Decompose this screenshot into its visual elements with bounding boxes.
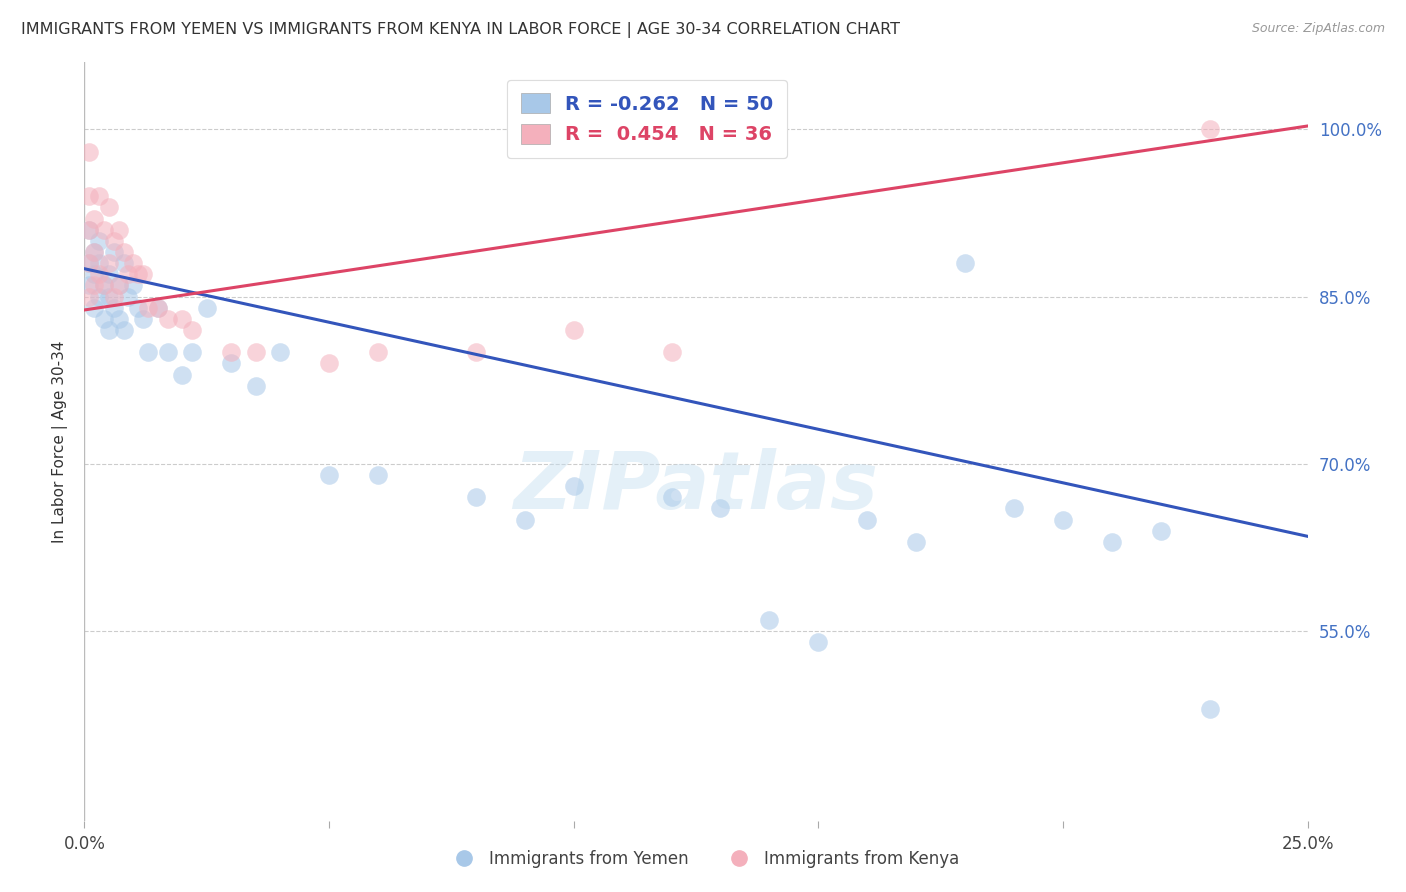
Legend: Immigrants from Yemen, Immigrants from Kenya: Immigrants from Yemen, Immigrants from K…	[440, 844, 966, 875]
Point	[97, 201, 120, 215]
Point	[1198, 122, 1220, 136]
Point	[87, 290, 110, 304]
Point	[219, 356, 242, 371]
Point	[87, 268, 110, 282]
Point	[77, 223, 100, 237]
Point	[1002, 501, 1025, 516]
Point	[1101, 535, 1123, 549]
Point	[856, 513, 879, 527]
Y-axis label: In Labor Force | Age 30-34: In Labor Force | Age 30-34	[52, 340, 69, 543]
Point	[318, 468, 340, 483]
Point	[83, 211, 105, 226]
Point	[905, 535, 928, 549]
Point	[97, 268, 120, 282]
Point	[136, 345, 159, 359]
Point	[107, 312, 129, 326]
Point	[367, 468, 389, 483]
Point	[93, 223, 115, 237]
Point	[269, 345, 291, 359]
Point	[562, 323, 585, 337]
Point	[132, 268, 155, 282]
Point	[83, 278, 105, 293]
Point	[97, 256, 120, 270]
Legend: R = -0.262   N = 50, R =  0.454   N = 36: R = -0.262 N = 50, R = 0.454 N = 36	[508, 79, 787, 158]
Point	[97, 290, 120, 304]
Point	[245, 378, 267, 392]
Point	[93, 278, 115, 293]
Point	[103, 244, 125, 259]
Point	[172, 368, 194, 382]
Point	[107, 278, 129, 293]
Point	[77, 278, 100, 293]
Point	[122, 256, 145, 270]
Point	[103, 290, 125, 304]
Point	[156, 312, 179, 326]
Point	[1150, 524, 1173, 538]
Point	[117, 268, 139, 282]
Point	[513, 513, 536, 527]
Point	[318, 356, 340, 371]
Text: ZIPatlas: ZIPatlas	[513, 448, 879, 526]
Point	[172, 312, 194, 326]
Point	[156, 345, 179, 359]
Point	[87, 189, 110, 203]
Point	[661, 491, 683, 505]
Point	[464, 491, 486, 505]
Point	[136, 301, 159, 315]
Point	[93, 278, 115, 293]
Point	[103, 301, 125, 315]
Point	[107, 278, 129, 293]
Point	[146, 301, 169, 315]
Point	[709, 501, 731, 516]
Point	[83, 268, 105, 282]
Point	[103, 234, 125, 248]
Point	[807, 635, 830, 649]
Point	[83, 244, 105, 259]
Point	[122, 278, 145, 293]
Point	[367, 345, 389, 359]
Point	[112, 323, 135, 337]
Text: Source: ZipAtlas.com: Source: ZipAtlas.com	[1251, 22, 1385, 36]
Point	[127, 268, 149, 282]
Point	[83, 244, 105, 259]
Point	[83, 301, 105, 315]
Point	[87, 256, 110, 270]
Point	[87, 234, 110, 248]
Point	[245, 345, 267, 359]
Point	[117, 290, 139, 304]
Point	[132, 312, 155, 326]
Point	[181, 345, 204, 359]
Point	[77, 145, 100, 159]
Point	[1052, 513, 1074, 527]
Point	[1198, 702, 1220, 716]
Point	[181, 323, 204, 337]
Point	[93, 312, 115, 326]
Point	[953, 256, 976, 270]
Text: IMMIGRANTS FROM YEMEN VS IMMIGRANTS FROM KENYA IN LABOR FORCE | AGE 30-34 CORREL: IMMIGRANTS FROM YEMEN VS IMMIGRANTS FROM…	[21, 22, 900, 38]
Point	[146, 301, 169, 315]
Point	[562, 479, 585, 493]
Point	[107, 223, 129, 237]
Point	[464, 345, 486, 359]
Point	[195, 301, 218, 315]
Point	[77, 290, 100, 304]
Point	[219, 345, 242, 359]
Point	[77, 256, 100, 270]
Point	[77, 223, 100, 237]
Point	[77, 189, 100, 203]
Point	[77, 256, 100, 270]
Point	[112, 256, 135, 270]
Point	[127, 301, 149, 315]
Point	[97, 323, 120, 337]
Point	[758, 613, 780, 627]
Point	[112, 244, 135, 259]
Point	[661, 345, 683, 359]
